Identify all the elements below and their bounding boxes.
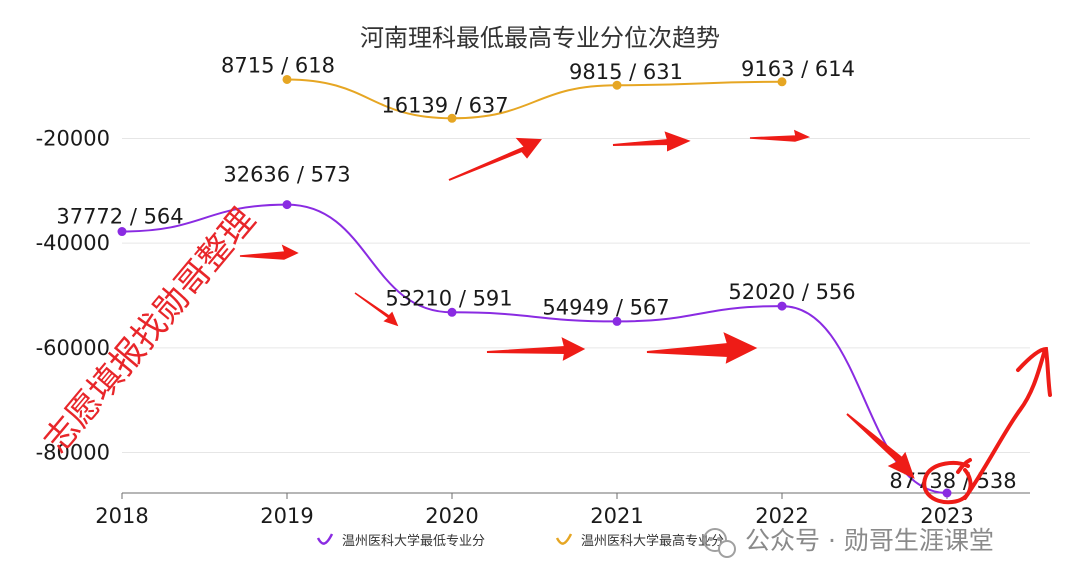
y-tick-label: -40000	[36, 231, 110, 255]
data-point	[942, 488, 952, 498]
data-point	[447, 113, 457, 123]
red-arrow-icon	[486, 337, 586, 361]
x-tick-label: 2020	[425, 504, 478, 528]
red-arrow-icon	[448, 137, 542, 181]
data-label: 8715 / 618	[221, 53, 335, 77]
data-point	[282, 74, 292, 84]
x-axis: 2018 2019 2020 2021 2022 2023	[95, 492, 1030, 528]
data-label: 37772 / 564	[56, 205, 183, 229]
legend-swatch	[555, 533, 573, 545]
x-tick-label: 2021	[590, 504, 643, 528]
legend-label: 温州医科大学最高专业分	[581, 533, 724, 549]
y-tick-label: -20000	[36, 127, 110, 151]
legend-label: 温州医科大学最低专业分	[342, 533, 485, 549]
wechat-icon	[703, 528, 736, 558]
data-label: 52020 / 556	[728, 280, 855, 304]
data-point	[117, 227, 127, 237]
data-point	[612, 316, 622, 326]
data-label: 53210 / 591	[385, 286, 512, 310]
data-label: 9815 / 631	[569, 60, 683, 84]
data-label: 16139 / 637	[381, 93, 508, 117]
series-line-0	[121, 203, 948, 494]
data-point	[447, 307, 457, 317]
y-tick-label: -60000	[36, 336, 110, 360]
series-line-1	[286, 78, 783, 120]
x-tick-label: 2019	[260, 504, 313, 528]
data-point	[282, 200, 292, 210]
y-tick-label: -80000	[36, 441, 110, 465]
red-arrow-icon	[239, 244, 299, 260]
wechat-account-text: 公众号 · 勋哥生涯课堂	[745, 526, 994, 555]
data-label: 9163 / 614	[741, 57, 855, 81]
y-axis: -20000 -40000 -60000 -80000	[36, 127, 110, 465]
chart-title: 河南理科最低最高专业分位次趋势	[360, 24, 720, 52]
data-point	[777, 301, 787, 311]
series-layer	[117, 74, 952, 498]
data-point	[612, 80, 622, 90]
legend: 温州医科大学最低专业分 温州医科大学最高专业分	[316, 533, 724, 549]
red-arrow-icon	[846, 413, 915, 479]
legend-swatch	[316, 533, 334, 545]
x-tick-label: 2018	[95, 504, 148, 528]
red-arrow-icon	[354, 292, 399, 327]
red-arrow-icon	[646, 332, 758, 364]
red-annotations	[239, 129, 1052, 505]
x-tick-label: 2023	[920, 504, 973, 528]
x-tick-label: 2022	[755, 504, 808, 528]
wechat-credit: 公众号 · 勋哥生涯课堂	[703, 526, 994, 558]
red-arrow-icon	[749, 129, 811, 142]
data-label: 32636 / 573	[223, 163, 350, 187]
red-upward-stroke	[963, 346, 1052, 500]
data-point	[777, 77, 787, 87]
red-arrow-icon	[612, 131, 691, 152]
data-label: 54949 / 567	[542, 295, 669, 319]
